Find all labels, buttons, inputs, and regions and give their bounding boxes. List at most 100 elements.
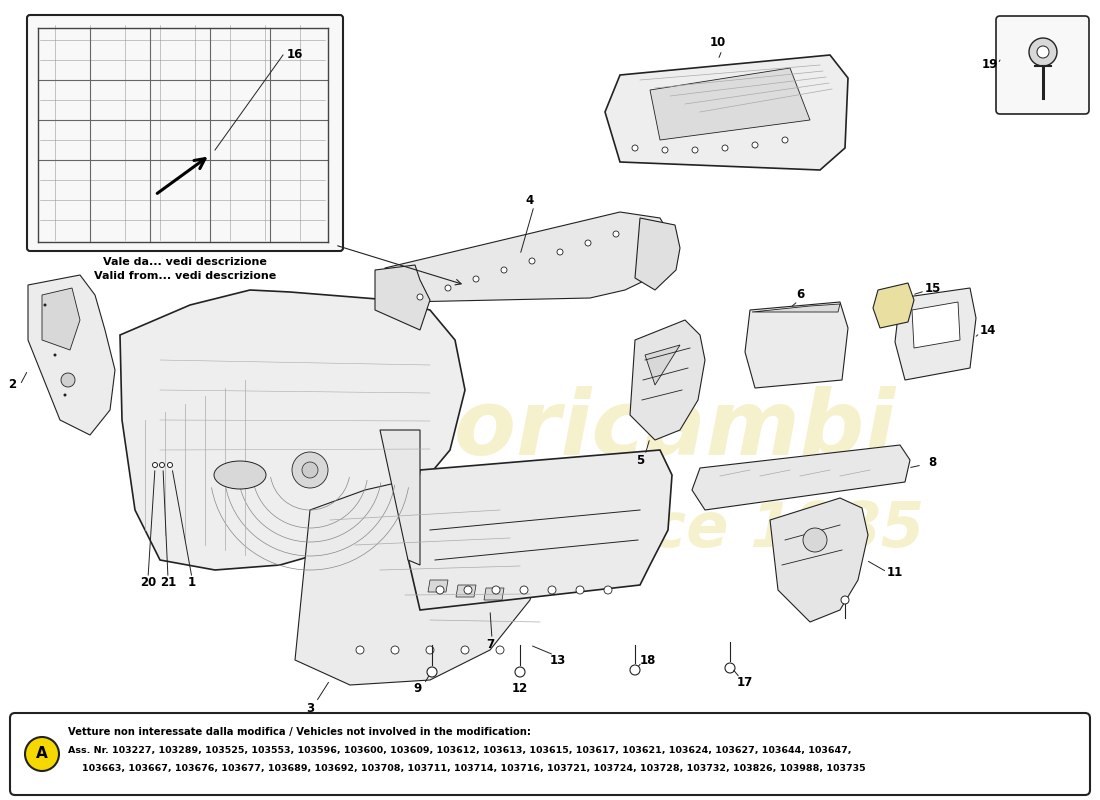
Circle shape bbox=[60, 373, 75, 387]
Polygon shape bbox=[375, 265, 430, 330]
Text: 9: 9 bbox=[414, 682, 422, 694]
Circle shape bbox=[473, 276, 478, 282]
Text: 6: 6 bbox=[796, 289, 804, 302]
Text: 19: 19 bbox=[982, 58, 998, 70]
Circle shape bbox=[1037, 46, 1049, 58]
Circle shape bbox=[692, 147, 698, 153]
Circle shape bbox=[500, 267, 507, 273]
Circle shape bbox=[752, 142, 758, 148]
Circle shape bbox=[782, 137, 788, 143]
Text: 7: 7 bbox=[486, 638, 494, 651]
Text: 15: 15 bbox=[925, 282, 942, 294]
Circle shape bbox=[461, 646, 469, 654]
Polygon shape bbox=[382, 212, 672, 302]
Circle shape bbox=[153, 462, 157, 467]
Circle shape bbox=[722, 145, 728, 151]
Circle shape bbox=[417, 294, 424, 300]
Text: Valid from... vedi descrizione: Valid from... vedi descrizione bbox=[94, 271, 276, 281]
Text: 3: 3 bbox=[306, 702, 315, 714]
Circle shape bbox=[576, 586, 584, 594]
Text: 103663, 103667, 103676, 103677, 103689, 103692, 103708, 103711, 103714, 103716, : 103663, 103667, 103676, 103677, 103689, … bbox=[82, 763, 866, 773]
Circle shape bbox=[64, 394, 66, 397]
Text: Vale da... vedi descrizione: Vale da... vedi descrizione bbox=[103, 257, 267, 267]
Circle shape bbox=[492, 586, 500, 594]
Text: 10: 10 bbox=[710, 35, 726, 49]
Polygon shape bbox=[692, 445, 910, 510]
Polygon shape bbox=[408, 450, 672, 610]
Circle shape bbox=[426, 646, 434, 654]
Polygon shape bbox=[120, 290, 465, 570]
Circle shape bbox=[496, 646, 504, 654]
Polygon shape bbox=[650, 68, 810, 140]
Circle shape bbox=[548, 586, 556, 594]
Text: 12: 12 bbox=[512, 682, 528, 694]
Polygon shape bbox=[895, 288, 976, 380]
Polygon shape bbox=[379, 430, 420, 565]
FancyBboxPatch shape bbox=[28, 15, 343, 251]
Circle shape bbox=[613, 231, 619, 237]
Text: 13: 13 bbox=[550, 654, 566, 666]
Circle shape bbox=[390, 646, 399, 654]
Polygon shape bbox=[873, 283, 914, 328]
Polygon shape bbox=[630, 320, 705, 440]
Circle shape bbox=[1028, 38, 1057, 66]
Text: 14: 14 bbox=[980, 323, 997, 337]
Polygon shape bbox=[456, 585, 476, 597]
Text: 1: 1 bbox=[188, 575, 196, 589]
Circle shape bbox=[529, 258, 535, 264]
Circle shape bbox=[630, 665, 640, 675]
Polygon shape bbox=[912, 302, 960, 348]
Text: 17: 17 bbox=[737, 675, 754, 689]
Polygon shape bbox=[295, 478, 544, 685]
Polygon shape bbox=[484, 588, 504, 600]
Text: 2: 2 bbox=[8, 378, 16, 391]
Polygon shape bbox=[645, 345, 680, 385]
Ellipse shape bbox=[214, 461, 266, 489]
Circle shape bbox=[292, 452, 328, 488]
Circle shape bbox=[585, 240, 591, 246]
Circle shape bbox=[557, 249, 563, 255]
FancyBboxPatch shape bbox=[10, 713, 1090, 795]
Polygon shape bbox=[28, 275, 115, 435]
Text: 18: 18 bbox=[640, 654, 657, 666]
Circle shape bbox=[167, 462, 173, 467]
Circle shape bbox=[604, 586, 612, 594]
Circle shape bbox=[725, 663, 735, 673]
Text: 16: 16 bbox=[287, 49, 304, 62]
FancyBboxPatch shape bbox=[996, 16, 1089, 114]
Circle shape bbox=[632, 145, 638, 151]
Polygon shape bbox=[770, 498, 868, 622]
Circle shape bbox=[662, 147, 668, 153]
Polygon shape bbox=[42, 288, 80, 350]
Polygon shape bbox=[745, 302, 848, 388]
Circle shape bbox=[44, 303, 46, 306]
Text: Ass. Nr. 103227, 103289, 103525, 103553, 103596, 103600, 103609, 103612, 103613,: Ass. Nr. 103227, 103289, 103525, 103553,… bbox=[68, 746, 851, 755]
Text: 5: 5 bbox=[636, 454, 645, 466]
Circle shape bbox=[520, 586, 528, 594]
Circle shape bbox=[803, 528, 827, 552]
Polygon shape bbox=[635, 218, 680, 290]
Polygon shape bbox=[428, 580, 448, 592]
Text: Vetture non interessate dalla modifica / Vehicles not involved in the modificati: Vetture non interessate dalla modifica /… bbox=[68, 727, 531, 737]
Text: 4: 4 bbox=[526, 194, 535, 206]
Text: 8: 8 bbox=[928, 455, 936, 469]
Polygon shape bbox=[605, 55, 848, 170]
Circle shape bbox=[427, 667, 437, 677]
Text: 11: 11 bbox=[887, 566, 903, 578]
Text: 21: 21 bbox=[160, 575, 176, 589]
Circle shape bbox=[160, 462, 165, 467]
Circle shape bbox=[446, 285, 451, 291]
Circle shape bbox=[54, 354, 56, 357]
Text: passion since 1985: passion since 1985 bbox=[255, 500, 925, 560]
Polygon shape bbox=[752, 304, 840, 312]
Text: 20: 20 bbox=[140, 575, 156, 589]
Circle shape bbox=[302, 462, 318, 478]
Text: euroricambi: euroricambi bbox=[285, 386, 895, 474]
Text: A: A bbox=[36, 746, 48, 762]
Circle shape bbox=[464, 586, 472, 594]
Circle shape bbox=[356, 646, 364, 654]
Circle shape bbox=[515, 667, 525, 677]
Circle shape bbox=[25, 737, 59, 771]
Circle shape bbox=[842, 596, 849, 604]
Circle shape bbox=[436, 586, 444, 594]
